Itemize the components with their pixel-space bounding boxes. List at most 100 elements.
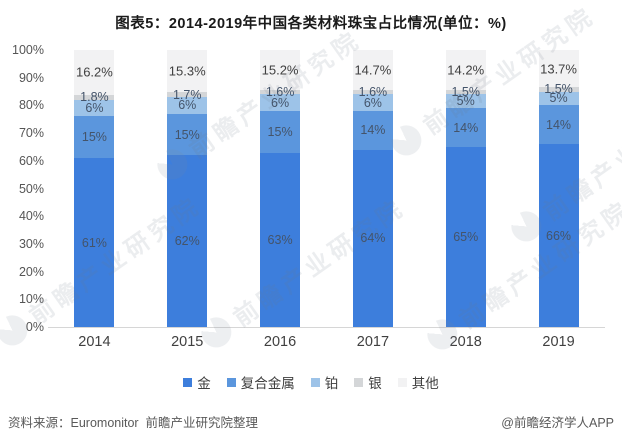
y-tick-label: 90% bbox=[18, 70, 44, 85]
bar-column-2015: 62% 15% 6% 1.7% 15.3% bbox=[167, 50, 208, 327]
bar-column-2019: 66% 14% 5% 1.5% 13.7% bbox=[538, 50, 579, 327]
bar-label-silver: 1.6% bbox=[358, 85, 388, 100]
legend-label: 其他 bbox=[411, 376, 439, 391]
bar-segment-platinum bbox=[260, 94, 301, 111]
bar-segment-gold bbox=[74, 158, 115, 327]
bar-segment-platinum bbox=[445, 94, 486, 109]
legend-swatch-silver bbox=[354, 377, 364, 387]
legend-item-silver: 银 bbox=[354, 372, 382, 392]
legend: 金 复合金属 铂 银 其他 bbox=[0, 372, 622, 392]
bar-label-platinum: 6% bbox=[363, 95, 382, 110]
bar-label-gold: 64% bbox=[360, 231, 386, 246]
bar-label-composite-metal: 14% bbox=[360, 123, 386, 138]
bar-segment-gold bbox=[445, 146, 486, 327]
legend-item-other: 其他 bbox=[397, 372, 439, 392]
y-tick-label: 0% bbox=[25, 320, 44, 334]
bar-label-gold: 65% bbox=[453, 229, 479, 244]
bar-label-composite-metal: 14% bbox=[546, 117, 572, 132]
legend-label: 复合金属 bbox=[240, 376, 295, 391]
x-axis: 2014 2015 2016 2017 2018 2019 bbox=[48, 334, 605, 350]
bar-label-other: 13.7% bbox=[540, 61, 577, 77]
y-tick-label: 40% bbox=[18, 209, 44, 224]
bar-segment-silver bbox=[538, 87, 579, 92]
x-tick-label: 2016 bbox=[263, 334, 297, 350]
bar-label-platinum: 6% bbox=[85, 101, 104, 116]
bar-segment-gold bbox=[167, 155, 208, 327]
legend-item-composite-metal: 复合金属 bbox=[226, 372, 295, 392]
bar-segment-platinum bbox=[167, 97, 208, 114]
y-tick-label: 20% bbox=[18, 264, 44, 279]
bar-label-other: 14.2% bbox=[447, 62, 485, 78]
bar-segment-silver bbox=[74, 94, 115, 100]
brand-text: @前瞻经济学人APP bbox=[501, 416, 614, 430]
bar-label-other: 16.2% bbox=[75, 64, 113, 80]
bar-segment-other bbox=[538, 50, 579, 88]
bar-label-gold: 61% bbox=[81, 235, 107, 250]
y-tick-label: 30% bbox=[18, 236, 44, 251]
legend-item-gold: 金 bbox=[183, 372, 211, 392]
bar-segment-composite-metal bbox=[538, 105, 579, 145]
x-tick-label: 2014 bbox=[78, 334, 111, 350]
bar-segment-gold bbox=[260, 152, 301, 327]
bar-segment-composite-metal bbox=[260, 110, 301, 153]
bar-label-composite-metal: 15% bbox=[174, 127, 200, 142]
legend-swatch-other bbox=[397, 377, 407, 387]
plot-area: 61% 15% 6% 1.8% 16.2% 62% 15% 6% 1.7% 15.3% 63% 15%… bbox=[48, 50, 605, 328]
bar-segment-composite-metal bbox=[352, 110, 393, 150]
y-tick-label: 60% bbox=[18, 153, 44, 168]
bar-segment-silver bbox=[445, 90, 486, 95]
y-tick-label: 10% bbox=[18, 292, 44, 307]
source-text: 资料来源：Euromonitor 前瞻产业研究院整理 bbox=[8, 416, 259, 430]
legend-item-platinum: 铂 bbox=[310, 372, 338, 392]
bar-label-platinum: 5% bbox=[549, 91, 568, 106]
bar-segment-other bbox=[352, 50, 393, 90]
bar-label-gold: 62% bbox=[174, 234, 200, 249]
bar-segment-silver bbox=[352, 89, 393, 95]
x-tick-label: 2019 bbox=[542, 334, 575, 350]
bar-label-other: 14.7% bbox=[354, 62, 392, 78]
bar-label-other: 15.3% bbox=[168, 63, 206, 79]
bar-segment-platinum bbox=[74, 99, 115, 117]
bar-column-2016: 63% 15% 6% 1.6% 15.2% bbox=[260, 50, 301, 327]
y-tick-label: 100% bbox=[12, 43, 44, 57]
bar-segment-gold bbox=[538, 144, 579, 327]
x-tick-label: 2017 bbox=[356, 334, 390, 350]
bar-label-silver: 1.8% bbox=[80, 90, 109, 105]
y-tick-label: 80% bbox=[18, 98, 44, 113]
bar-segment-composite-metal bbox=[445, 108, 486, 147]
y-tick-label: 70% bbox=[18, 126, 44, 141]
bar-column-2017: 64% 14% 6% 1.6% 14.7% bbox=[352, 50, 393, 327]
legend-swatch-composite-metal bbox=[226, 377, 236, 387]
bar-label-composite-metal: 14% bbox=[453, 120, 479, 135]
bar-column-2014: 61% 15% 6% 1.8% 16.2% bbox=[74, 50, 115, 327]
bar-segment-platinum bbox=[538, 91, 579, 106]
footer: 资料来源：Euromonitor 前瞻产业研究院整理 @前瞻经济学人APP bbox=[8, 412, 614, 431]
bar-label-gold: 63% bbox=[267, 232, 293, 247]
bar-segment-other bbox=[74, 50, 115, 95]
bar-segment-other bbox=[445, 50, 486, 91]
y-tick-label: 50% bbox=[18, 181, 44, 196]
bar-label-platinum: 6% bbox=[178, 98, 197, 113]
bar-segment-composite-metal bbox=[74, 116, 115, 159]
bar-label-platinum: 6% bbox=[271, 95, 290, 110]
bar-label-composite-metal: 15% bbox=[81, 130, 107, 145]
bar-label-other: 15.2% bbox=[261, 62, 299, 78]
bar-label-silver: 1.5% bbox=[544, 82, 573, 97]
bar-column-2018: 65% 14% 5% 1.5% 14.2% bbox=[445, 50, 486, 327]
bar-label-composite-metal: 15% bbox=[267, 124, 293, 139]
bar-segment-silver bbox=[260, 89, 301, 95]
bar-label-silver: 1.6% bbox=[265, 85, 295, 100]
legend-label: 金 bbox=[197, 376, 211, 391]
legend-swatch-platinum bbox=[310, 377, 320, 387]
bar-label-silver: 1.7% bbox=[172, 87, 202, 102]
bar-label-silver: 1.5% bbox=[451, 85, 480, 100]
bar-segment-other bbox=[167, 50, 208, 93]
x-tick-label: 2015 bbox=[171, 334, 204, 350]
bar-segment-other bbox=[260, 50, 301, 90]
legend-swatch-gold bbox=[183, 377, 193, 387]
chart-title: 图表5：2014-2019年中国各类材料珠宝占比情况(单位：%) bbox=[115, 16, 507, 32]
bar-segment-silver bbox=[167, 92, 208, 98]
bar-label-gold: 66% bbox=[546, 228, 572, 243]
bar-segment-platinum bbox=[352, 94, 393, 111]
